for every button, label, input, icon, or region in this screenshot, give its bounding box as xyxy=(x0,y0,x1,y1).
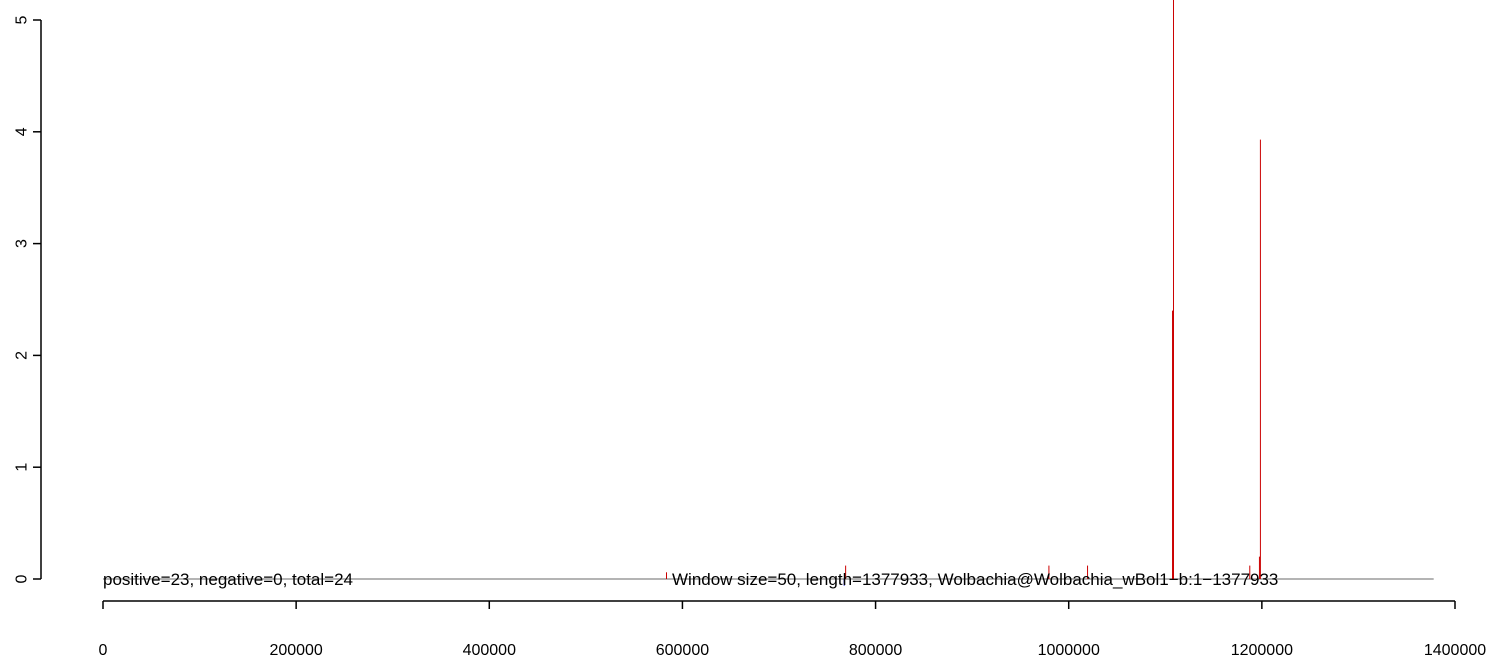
x-tick-label: 1000000 xyxy=(1038,642,1100,659)
annotation-counts: positive=23, negative=0, total=24 xyxy=(103,570,353,589)
x-tick-label: 800000 xyxy=(849,642,902,659)
x-tick-label: 1200000 xyxy=(1231,642,1293,659)
y-ticks: 0 1 2 3 4 5 xyxy=(14,15,41,583)
x-ticks: 0 200000 400000 600000 800000 1000000 1200000 1… xyxy=(99,601,1486,659)
x-tick-label: 0 xyxy=(99,642,108,659)
x-tick-label: 600000 xyxy=(656,642,709,659)
y-tick-label: 0 xyxy=(14,574,31,583)
y-tick-label: 3 xyxy=(14,239,31,248)
y-tick-label: 4 xyxy=(14,127,31,136)
y-tick-label: 2 xyxy=(14,351,31,360)
x-tick-label: 400000 xyxy=(463,642,516,659)
y-tick-label: 1 xyxy=(14,463,31,472)
annotation-window-info: Window size=50, length=1377933, Wolbachi… xyxy=(672,570,1278,589)
plot-area xyxy=(103,0,1434,586)
y-tick-label: 5 xyxy=(14,15,31,24)
x-tick-label: 1400000 xyxy=(1424,642,1486,659)
x-tick-label: 200000 xyxy=(269,642,322,659)
